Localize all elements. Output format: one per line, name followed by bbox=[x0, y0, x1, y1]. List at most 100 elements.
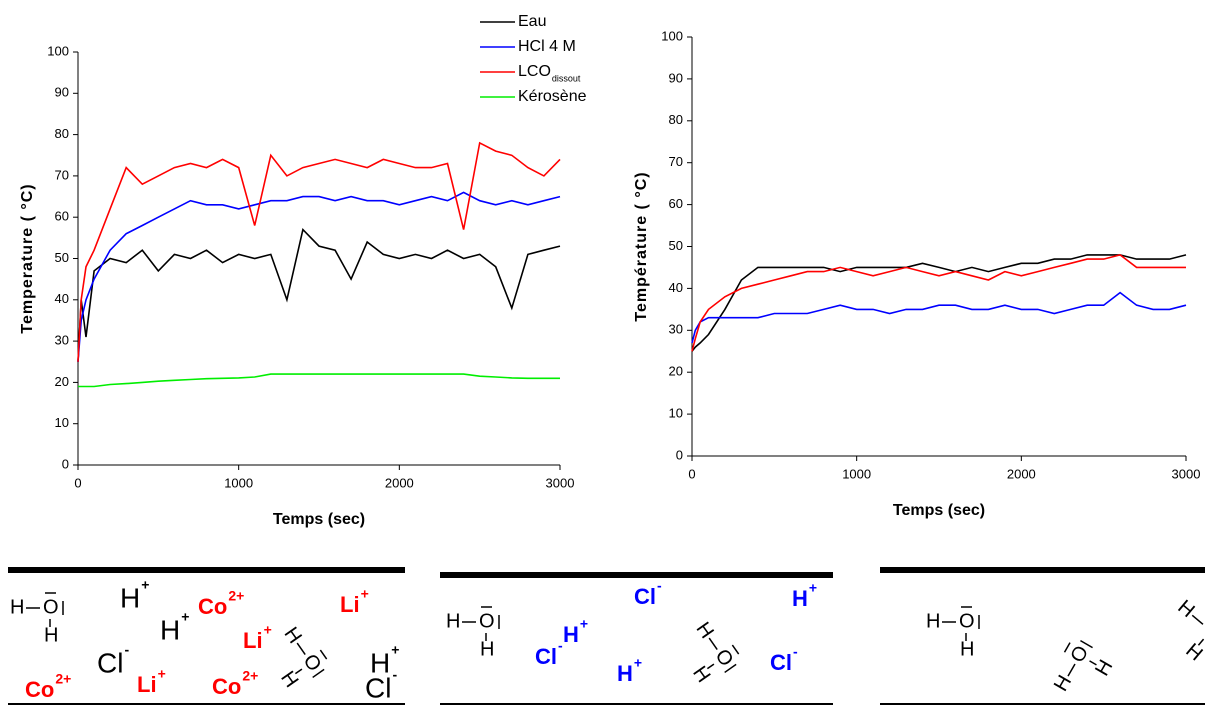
ion-symbol: Co bbox=[25, 677, 54, 702]
atom-hydrogen: H bbox=[960, 638, 974, 660]
lone-pair bbox=[1080, 639, 1093, 649]
y-tick-label: 40 bbox=[669, 280, 683, 295]
x-tick-label: 1000 bbox=[842, 466, 871, 481]
ion-symbol: Cl bbox=[770, 650, 792, 675]
series-line bbox=[691, 254, 1186, 352]
legend-label: Kérosène bbox=[518, 88, 587, 105]
series-line bbox=[691, 254, 1187, 352]
bond bbox=[1191, 614, 1204, 625]
x-tick-label: 0 bbox=[74, 475, 81, 490]
ion-symbol: H bbox=[617, 661, 633, 686]
legend-subscript: dissout bbox=[552, 73, 581, 83]
ion-charge: + bbox=[158, 666, 166, 682]
ion-symbol: H bbox=[160, 614, 180, 645]
bond bbox=[296, 642, 306, 656]
ion-charge: - bbox=[124, 642, 129, 658]
atom-hydrogen: H bbox=[926, 610, 940, 632]
legend-label: Eau bbox=[518, 13, 546, 30]
atom-hydrogen: H bbox=[446, 610, 460, 632]
atom-hydrogen: H bbox=[480, 638, 494, 660]
ion-charge: 2+ bbox=[242, 668, 258, 684]
series-line bbox=[77, 227, 561, 362]
ion-charge: - bbox=[657, 578, 662, 594]
water-molecule: HOH bbox=[1173, 596, 1205, 665]
ion-symbol: H bbox=[792, 586, 808, 611]
y-tick-label: 80 bbox=[55, 126, 69, 141]
ion-charge: 2+ bbox=[228, 588, 244, 604]
y-tick-label: 60 bbox=[55, 209, 69, 224]
ion-symbol: Li bbox=[340, 592, 360, 617]
ion-symbol: H bbox=[370, 647, 390, 678]
y-tick-label: 90 bbox=[55, 85, 69, 100]
y-tick-label: 50 bbox=[55, 250, 69, 265]
ion-charge: + bbox=[391, 642, 399, 658]
x-tick-label: 3000 bbox=[546, 475, 575, 490]
x-tick-label: 2000 bbox=[385, 475, 414, 490]
bond bbox=[706, 663, 715, 670]
ion-symbol: Co bbox=[198, 594, 227, 619]
ion-charge: + bbox=[634, 655, 642, 671]
atom-oxygen: O bbox=[43, 596, 59, 618]
ion-symbol: Li bbox=[137, 672, 157, 697]
atom-hydrogen: H bbox=[280, 623, 306, 647]
y-tick-label: 100 bbox=[47, 43, 69, 58]
ion-symbol: H bbox=[563, 622, 579, 647]
ion-symbol: Cl bbox=[365, 672, 391, 703]
atom-hydrogen: H bbox=[10, 596, 24, 618]
bond bbox=[1067, 663, 1076, 677]
ion-symbol: Cl bbox=[634, 584, 656, 609]
x-tick-label: 1000 bbox=[224, 475, 253, 490]
series-line bbox=[691, 291, 1187, 344]
y-tick-label: 100 bbox=[661, 28, 683, 43]
legend-label: LCO bbox=[518, 63, 551, 80]
y-tick-label: 40 bbox=[55, 291, 69, 306]
y-tick-label: 20 bbox=[55, 374, 69, 389]
y-tick-label: 30 bbox=[669, 322, 683, 337]
water-molecule: HOH bbox=[688, 618, 740, 687]
atom-oxygen: O bbox=[479, 610, 495, 632]
atom-hydrogen: H bbox=[1091, 656, 1117, 680]
water-molecule: HOH bbox=[1050, 639, 1117, 696]
ion-symbol: H bbox=[120, 582, 140, 613]
x-axis-label: Temps (sec) bbox=[893, 502, 985, 519]
y-tick-label: 70 bbox=[669, 154, 683, 169]
x-tick-label: 3000 bbox=[1172, 466, 1201, 481]
atom-hydrogen: H bbox=[44, 624, 58, 646]
y-tick-label: 90 bbox=[669, 70, 683, 85]
y-tick-label: 10 bbox=[55, 415, 69, 430]
ion-symbol: Cl bbox=[535, 644, 557, 669]
ion-charge: - bbox=[392, 667, 397, 683]
y-tick-label: 20 bbox=[669, 364, 683, 379]
series-line bbox=[78, 373, 560, 388]
y-tick-label: 70 bbox=[55, 167, 69, 182]
ion-symbol: Cl bbox=[97, 647, 123, 678]
atom-hydrogen: H bbox=[1050, 672, 1076, 696]
y-tick-label: 0 bbox=[62, 456, 69, 471]
series-line bbox=[77, 191, 561, 362]
ion-charge: + bbox=[264, 622, 272, 638]
lone-pair bbox=[724, 663, 737, 674]
y-tick-label: 50 bbox=[669, 238, 683, 253]
x-axis-label: Temps (sec) bbox=[273, 511, 365, 528]
y-axis-label: Température ( °C) bbox=[633, 171, 650, 321]
atom-hydrogen: H bbox=[692, 618, 718, 642]
series-line bbox=[77, 141, 561, 362]
atom-oxygen: O bbox=[959, 610, 975, 632]
lone-pair bbox=[312, 668, 325, 679]
ion-charge: 2+ bbox=[55, 671, 71, 687]
y-axis-label: Temperature ( °C) bbox=[19, 183, 36, 333]
atom-oxygen: O bbox=[1199, 617, 1205, 644]
y-tick-label: 0 bbox=[676, 447, 683, 462]
bond bbox=[294, 668, 303, 675]
ion-symbol: Co bbox=[212, 674, 241, 699]
panel-frames bbox=[8, 567, 1205, 705]
ion-symbol: Li bbox=[243, 628, 263, 653]
bond bbox=[1197, 638, 1205, 646]
ion-charge: + bbox=[141, 577, 149, 593]
ion-charge: + bbox=[361, 586, 369, 602]
bond bbox=[1089, 660, 1097, 666]
y-tick-label: 80 bbox=[669, 112, 683, 127]
